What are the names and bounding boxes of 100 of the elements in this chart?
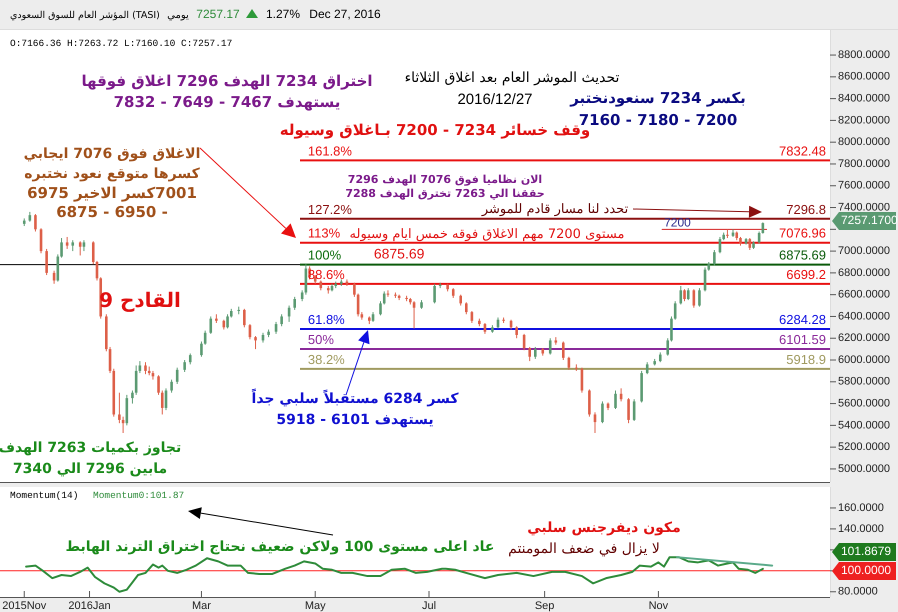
- annotation: حققنا الي 7263 تخترق الهدف 7288: [345, 187, 545, 200]
- annotation: 6875.69: [374, 246, 425, 262]
- candlestick: [157, 374, 160, 396]
- ref-line-label: 7296.8: [786, 202, 826, 217]
- candlestick: [522, 333, 526, 351]
- candlestick: [464, 302, 468, 315]
- candlestick: [183, 360, 186, 372]
- ref-line-label: 6101.59: [779, 332, 826, 347]
- candlestick: [658, 352, 662, 363]
- chart-subtitle: Momentum0:101.87: [93, 490, 184, 501]
- candlestick: [254, 336, 257, 350]
- text: 1.27%: [266, 7, 300, 21]
- annotation: عاد اعلى مستوى 100 ولاكن ضعيف نحتاج اختراق الترند الهابط: [66, 539, 494, 555]
- candlestick: [496, 317, 500, 329]
- candlestick: [762, 222, 764, 234]
- chart-title: Momentum(14): [10, 490, 78, 501]
- y-tick-label: 5400.0000: [838, 419, 890, 432]
- candlestick: [353, 282, 356, 298]
- annotation: مابين 7296 الي 7340: [12, 461, 168, 477]
- candlestick: [372, 312, 374, 322]
- y-tick-label: 140.0000: [838, 522, 884, 535]
- x-tick-label: Jul: [422, 600, 436, 612]
- candlestick: [209, 316, 212, 334]
- y-tick-label: 6000.0000: [838, 354, 890, 366]
- candlestick: [356, 293, 360, 317]
- x-tick-label: Mar: [192, 600, 212, 612]
- candlestick: [666, 338, 670, 356]
- candlestick: [160, 390, 164, 415]
- candlestick: [748, 238, 752, 251]
- annotation: 100%: [308, 248, 342, 263]
- candlestick: [248, 324, 252, 340]
- annotation: مستوى 7200 مهم الاغلاق فوقه خمس ايام وسيوله: [350, 227, 624, 242]
- x-tick-label: 2015Nov: [2, 600, 47, 612]
- candlestick: [718, 236, 722, 254]
- candlestick: [118, 392, 121, 424]
- ref-line-label: 7076.96: [779, 226, 826, 241]
- candlestick: [304, 264, 308, 296]
- x-tick-label: 2016Jan: [68, 600, 111, 612]
- annotation: مكون ديفرجنس سلبي: [527, 520, 681, 536]
- candlestick: [170, 379, 173, 394]
- y-tick-label: 7400.0000: [838, 201, 890, 214]
- x-tick-label: May: [304, 600, 326, 612]
- y-tick-label: 6600.0000: [838, 288, 890, 301]
- candlestick: [758, 230, 760, 244]
- y-tick-label: 7800.0000: [838, 158, 890, 170]
- annotation: 38.2%: [308, 352, 346, 367]
- candlestick: [646, 362, 649, 375]
- text: 100.0000: [841, 563, 892, 578]
- x-tick-label: Nov: [648, 600, 669, 612]
- candlestick: [134, 364, 138, 396]
- candlestick: [568, 356, 570, 370]
- candlestick: [144, 362, 147, 375]
- candlestick: [692, 288, 696, 308]
- candlestick: [627, 398, 630, 424]
- annotation: الان نظاميا فوق 7076 الهدف 7296: [348, 173, 542, 186]
- y-tick-label: 8600.0000: [838, 70, 890, 83]
- candlestick: [580, 367, 584, 394]
- candlestick: [222, 319, 226, 330]
- text: 101.8679: [841, 544, 892, 558]
- candlestick: [164, 388, 168, 411]
- ref-line-label: 7832.48: [779, 143, 826, 158]
- candlestick: [548, 338, 552, 356]
- annotation: كسرها متوقع نعود نختبره: [24, 166, 201, 182]
- y-tick-label: 5800.0000: [838, 376, 890, 388]
- candlestick: [588, 388, 591, 418]
- candlestick: [562, 341, 565, 361]
- candlestick: [56, 254, 60, 282]
- annotation: 161.8%: [308, 143, 352, 158]
- candlestick: [262, 332, 264, 344]
- text: المؤشر العام للسوق السعودي (TASI): [10, 10, 160, 21]
- candlestick: [52, 270, 56, 284]
- candlestick: [45, 248, 48, 276]
- candlestick: [534, 346, 537, 360]
- text: 2016/12/27: [457, 91, 533, 108]
- y-tick-label: 160.0000: [838, 502, 884, 514]
- candlestick: [200, 341, 203, 358]
- candlestick: [433, 283, 436, 304]
- candlestick: [280, 314, 283, 327]
- ref-line-label: 6875.69: [779, 248, 826, 263]
- y-tick-label: 8400.0000: [838, 92, 890, 105]
- candlestick: [686, 288, 690, 301]
- annotation: 50%: [308, 332, 334, 347]
- y-tick-label: 7600.0000: [838, 180, 890, 192]
- annotation: تجاوز بكميات 7263 الهدف: [0, 440, 182, 456]
- candlestick: [515, 326, 518, 339]
- annotation: O:7166.36 H:7263.72 L:7160.10 C:7257.17: [10, 38, 232, 49]
- candlestick: [470, 310, 474, 324]
- y-tick-label: 6200.0000: [838, 332, 890, 344]
- candlestick: [528, 346, 532, 362]
- candlestick: [484, 322, 486, 334]
- candlestick: [300, 290, 304, 302]
- annotation: كسر 6284 مستقبلاً سلبي جداً: [251, 388, 460, 407]
- y-tick-label: 5000.0000: [838, 462, 890, 475]
- candlestick: [293, 296, 296, 310]
- y-tick-label: 6400.0000: [838, 310, 890, 322]
- y-tick-label: 80.0000: [838, 586, 878, 598]
- annotation: 7001كسر الاخير 6975: [27, 184, 197, 202]
- annotation: اختراق 7234 الهدف 7296 اغلاق فوقها: [81, 72, 373, 90]
- text: 7257.17: [196, 7, 240, 21]
- candlestick: [679, 285, 682, 305]
